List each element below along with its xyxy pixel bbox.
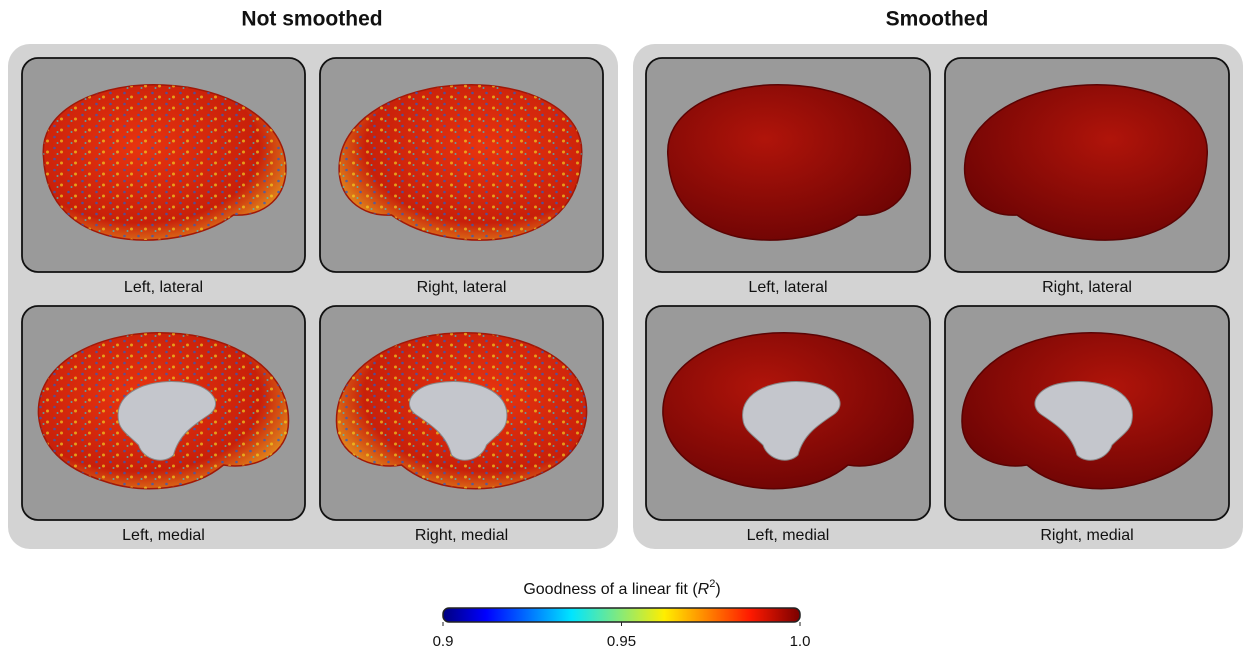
tick-label: 1.0 — [790, 633, 811, 650]
brain — [335, 332, 588, 490]
cortex — [963, 84, 1208, 241]
view-label: Left, medial — [122, 527, 205, 544]
title-part: Goodness of a linear fit ( — [523, 581, 698, 598]
title-part: R — [698, 581, 710, 598]
brain — [961, 332, 1213, 490]
title-part: ) — [715, 581, 720, 598]
brain — [42, 84, 287, 241]
cortex-texture — [43, 84, 286, 241]
colorbar: Goodness of a linear fit (R2) 0.9 0.95 1.0 — [433, 578, 811, 650]
tick-label: 0.9 — [433, 633, 454, 650]
brain — [662, 332, 914, 490]
panel-title: Smoothed — [886, 8, 989, 31]
panel-title: Not smoothed — [241, 8, 382, 31]
cortex-texture — [339, 84, 582, 241]
view-label: Right, medial — [1040, 527, 1133, 544]
title-part: 2 — [709, 578, 715, 590]
view-label: Left, lateral — [748, 279, 827, 296]
view-label: Right, lateral — [1042, 279, 1132, 296]
colorbar-title: Goodness of a linear fit (R2) — [523, 578, 720, 598]
callosum — [1034, 381, 1133, 461]
callosum — [409, 381, 508, 461]
colorbar-bar — [442, 607, 801, 623]
view-label: Right, lateral — [417, 279, 507, 296]
callosum — [742, 381, 841, 461]
view-label: Right, medial — [415, 527, 508, 544]
brain — [963, 84, 1208, 241]
brain — [338, 84, 583, 241]
tick-label: 0.95 — [607, 633, 636, 650]
brain — [667, 84, 912, 241]
view-label: Left, medial — [747, 527, 830, 544]
view-label: Left, lateral — [124, 279, 203, 296]
brain — [37, 332, 290, 490]
callosum — [117, 381, 216, 461]
cortex — [667, 84, 912, 241]
